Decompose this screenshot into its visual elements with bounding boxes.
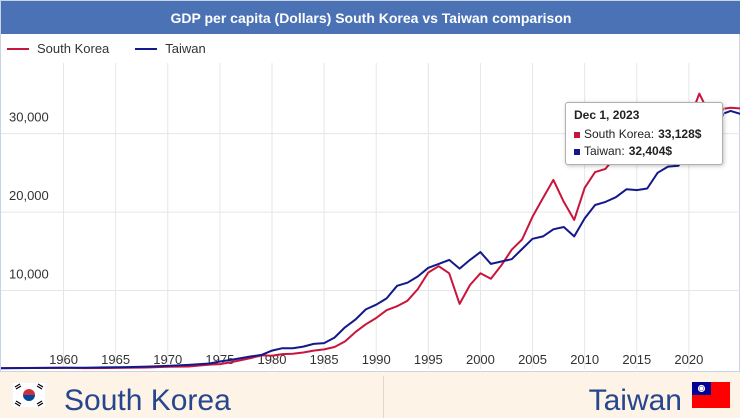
chart-legend: South Korea Taiwan	[7, 41, 206, 56]
x-tick-label-2000: 2000	[466, 352, 495, 367]
legend-swatch-taiwan	[135, 47, 158, 50]
y-tick-label-30000: 30,000	[9, 110, 49, 125]
chart-title: GDP per capita (Dollars) South Korea vs …	[1, 1, 740, 34]
x-tick-label-2005: 2005	[518, 352, 547, 367]
chart-tooltip: Dec 1, 2023 South Korea: 33,128$ Taiwan:…	[565, 102, 723, 165]
legend-label-south-korea: South Korea	[37, 41, 110, 56]
series-line-taiwan	[1, 108, 740, 370]
south-korea-flag-icon	[12, 382, 46, 408]
x-tick-label-2020: 2020	[674, 352, 703, 367]
tooltip-label-south-korea: South Korea:	[584, 127, 655, 141]
tooltip-row-south-korea: South Korea: 33,128$	[574, 126, 714, 143]
country-name-left[interactable]: South Korea	[64, 384, 231, 417]
taiwan-flag-icon	[692, 382, 730, 408]
x-tick-label-1990: 1990	[362, 352, 391, 367]
x-tick-label-2010: 2010	[570, 352, 599, 367]
tooltip-label-taiwan: Taiwan:	[584, 144, 625, 158]
tooltip-value-south-korea: 33,128$	[658, 127, 702, 141]
y-tick-label-10000: 10,000	[9, 267, 49, 282]
x-tick-label-1985: 1985	[310, 352, 339, 367]
country-name-right[interactable]: Taiwan	[588, 384, 682, 417]
legend-swatch-south-korea	[7, 47, 29, 50]
comparison-footer: South Korea Taiwan	[0, 372, 740, 418]
x-tick-label-2015: 2015	[622, 352, 651, 367]
tooltip-marker-south-korea	[574, 131, 580, 138]
legend-label-taiwan: Taiwan	[165, 41, 206, 56]
chart-card: GDP per capita (Dollars) South Korea vs …	[0, 0, 740, 372]
tooltip-marker-taiwan	[574, 148, 580, 155]
tooltip-date: Dec 1, 2023	[574, 108, 640, 122]
x-tick-label-1965: 1965	[101, 352, 130, 367]
footer-divider	[383, 376, 384, 418]
tooltip-row-taiwan: Taiwan: 32,404$	[574, 143, 714, 160]
y-tick-label-20000: 20,000	[9, 188, 49, 203]
legend-item-taiwan[interactable]: Taiwan	[135, 41, 206, 56]
x-tick-label-1960: 1960	[49, 352, 78, 367]
x-tick-label-1970: 1970	[153, 352, 182, 367]
tooltip-value-taiwan: 32,404$	[628, 144, 673, 158]
x-tick-label-1995: 1995	[414, 352, 443, 367]
legend-item-south-korea[interactable]: South Korea	[7, 41, 109, 56]
